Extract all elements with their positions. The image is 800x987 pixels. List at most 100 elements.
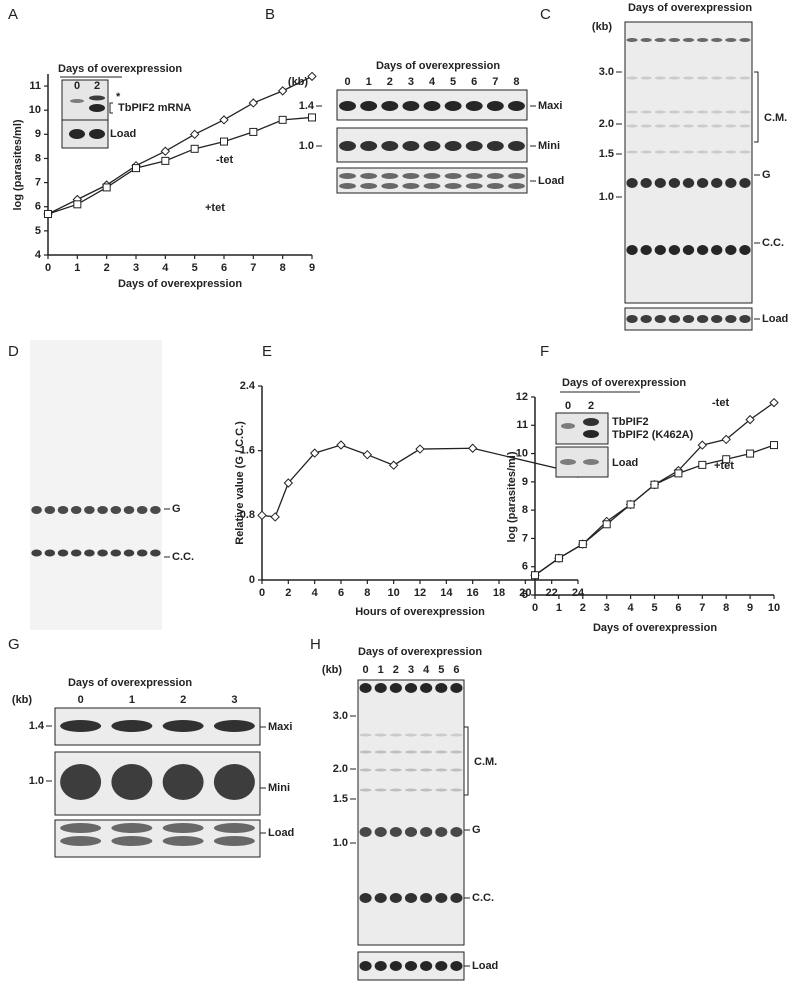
gel-band — [435, 893, 448, 903]
gel-band — [640, 76, 652, 80]
gel-band — [668, 110, 681, 114]
gel-band — [696, 150, 709, 154]
gel-band — [374, 961, 387, 971]
bracket — [464, 726, 469, 796]
x-tick-label: 24 — [572, 587, 585, 599]
x-tick-label: 5 — [651, 602, 657, 614]
gel-band — [450, 683, 463, 693]
band-label: C.C. — [472, 892, 494, 904]
gel-band — [374, 683, 387, 693]
gel-band — [711, 245, 723, 255]
gel-band — [435, 788, 448, 792]
y-tick-label: 2.4 — [240, 380, 256, 392]
gel-band — [111, 720, 153, 732]
x-tick-label: 0 — [532, 602, 538, 614]
data-point — [650, 480, 659, 489]
gel-band — [420, 750, 433, 754]
gel-band — [450, 788, 463, 792]
gel-band — [682, 38, 695, 42]
series-line — [47, 75, 313, 215]
inset-label: Load — [110, 128, 136, 140]
y-tick-label: 6 — [35, 201, 41, 213]
band-label: C.C. — [762, 237, 784, 249]
gel-band — [682, 76, 695, 80]
size-marker: 1.4 — [299, 100, 315, 112]
data-point — [190, 144, 199, 153]
data-point — [698, 460, 707, 469]
size-marker: 1.4 — [29, 720, 45, 732]
y-tick-label: 7 — [35, 177, 41, 189]
panel-letter: E — [262, 343, 272, 360]
gel-band — [682, 150, 695, 154]
gel-band — [213, 823, 255, 833]
gel-band — [389, 683, 402, 693]
gel-band — [339, 173, 356, 179]
data-point — [722, 455, 731, 464]
panel-letter: A — [8, 6, 18, 23]
size-marker: 3.0 — [333, 710, 348, 722]
data-point — [626, 500, 635, 509]
gel-band — [486, 183, 504, 189]
gel-band — [640, 315, 652, 323]
lane-label: 0 — [78, 694, 84, 706]
gel-band — [711, 38, 723, 42]
gel-band — [420, 893, 433, 903]
gel-band — [626, 124, 638, 128]
gel-band — [711, 315, 723, 323]
gel-band — [682, 178, 695, 188]
lane-label: 4 — [423, 664, 430, 676]
gel-band — [359, 961, 372, 971]
y-axis-label: log (parasites/ml) — [506, 451, 518, 542]
gel-band — [70, 506, 82, 514]
gel-band — [389, 733, 402, 737]
gel-band — [696, 110, 709, 114]
gel-band — [360, 183, 378, 189]
gel-band — [465, 141, 483, 151]
gel-band — [374, 768, 387, 772]
data-point — [278, 115, 287, 124]
gel-band — [389, 768, 402, 772]
data-point — [102, 183, 111, 192]
gel-band — [435, 750, 448, 754]
data-point — [219, 115, 229, 125]
gel-band — [150, 549, 161, 557]
gel-band — [402, 141, 420, 151]
gel-band — [435, 768, 448, 772]
size-marker: 1.5 — [333, 793, 348, 805]
gel-band — [696, 124, 709, 128]
gel-band — [359, 768, 372, 772]
x-tick-label: 6 — [221, 262, 227, 274]
gel-band — [89, 104, 105, 112]
data-point — [578, 540, 587, 549]
y-axis-label: Relative value (G / C.C.) — [234, 421, 246, 545]
gel-band — [508, 173, 525, 179]
x-tick-label: 2 — [104, 262, 110, 274]
gel-band — [359, 683, 372, 693]
gel-band — [162, 823, 204, 833]
gel-band — [404, 750, 418, 754]
inset-label: TbPIF2 — [612, 416, 649, 428]
gel-band — [711, 150, 723, 154]
gel-band — [725, 110, 737, 114]
gel-band — [339, 183, 356, 189]
gel-band — [404, 827, 418, 837]
gel-panel — [30, 340, 162, 630]
series-line — [261, 444, 579, 518]
gel-band — [696, 38, 709, 42]
data-point — [467, 443, 478, 453]
panel-letter: H — [310, 636, 321, 653]
gel-band — [640, 124, 652, 128]
gel-band — [640, 178, 652, 188]
y-tick-label: 6 — [522, 561, 528, 573]
gel-band — [739, 245, 751, 255]
x-tick-label: 7 — [699, 602, 705, 614]
gel-band — [359, 733, 372, 737]
gel-band — [339, 141, 356, 151]
lane-label: 2 — [180, 694, 186, 706]
gel-band — [654, 150, 666, 154]
x-tick-label: 7 — [250, 262, 256, 274]
gel-band — [70, 549, 82, 557]
gel-band — [640, 110, 652, 114]
gel-band — [359, 788, 372, 792]
gel-band — [626, 178, 638, 188]
